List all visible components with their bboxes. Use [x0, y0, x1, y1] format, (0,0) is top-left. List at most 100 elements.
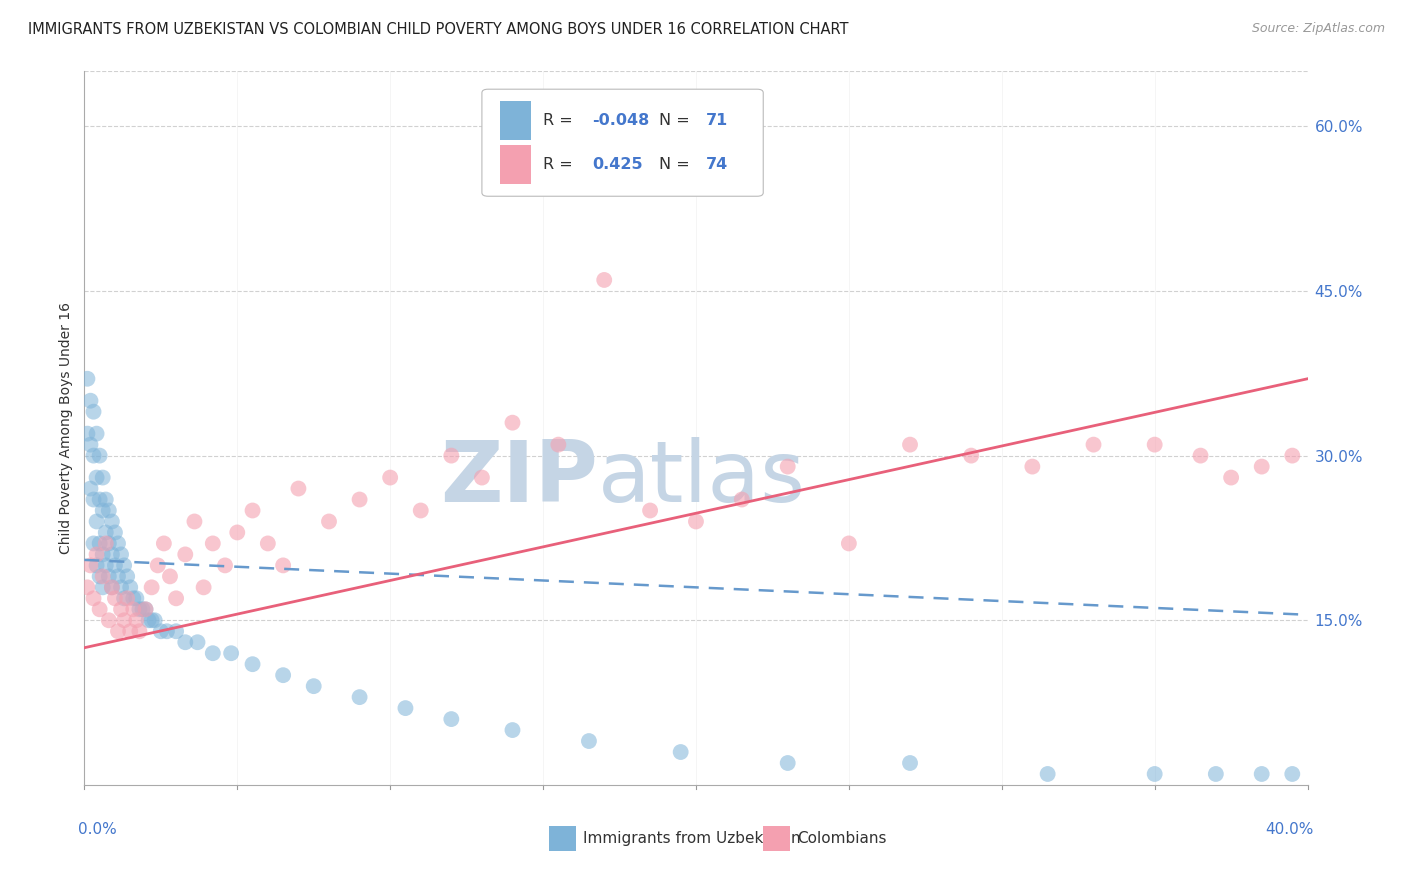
Point — [165, 591, 187, 606]
Text: -0.048: -0.048 — [592, 113, 650, 128]
Point — [110, 580, 132, 594]
Point — [112, 591, 135, 606]
Point — [201, 536, 224, 550]
Point — [1281, 767, 1303, 781]
Text: 0.0%: 0.0% — [79, 822, 117, 837]
Point — [547, 437, 569, 451]
Point — [159, 569, 181, 583]
Point — [1143, 437, 1166, 451]
Point — [302, 679, 325, 693]
Point — [214, 558, 236, 573]
Point — [471, 470, 494, 484]
Point — [141, 613, 163, 627]
Point — [79, 558, 101, 573]
Point — [165, 624, 187, 639]
Point — [110, 548, 132, 562]
Point — [112, 558, 135, 573]
Point — [1250, 459, 1272, 474]
Text: ZIP: ZIP — [440, 436, 598, 520]
Point — [101, 515, 124, 529]
Point — [201, 646, 224, 660]
Point — [104, 591, 127, 606]
Point — [89, 569, 111, 583]
Point — [394, 701, 416, 715]
Text: 74: 74 — [706, 157, 728, 172]
Point — [669, 745, 692, 759]
Point — [89, 492, 111, 507]
Point — [143, 613, 166, 627]
Point — [86, 426, 108, 441]
Text: atlas: atlas — [598, 436, 806, 520]
Text: Colombians: Colombians — [797, 831, 887, 846]
Point — [135, 602, 157, 616]
Point — [318, 515, 340, 529]
Point — [193, 580, 215, 594]
Point — [731, 492, 754, 507]
Point — [91, 548, 114, 562]
Point — [153, 536, 176, 550]
Point — [86, 558, 108, 573]
Point — [838, 536, 860, 550]
Point — [115, 569, 138, 583]
Point — [156, 624, 179, 639]
Text: R =: R = — [543, 113, 578, 128]
Point — [91, 580, 114, 594]
Point — [1036, 767, 1059, 781]
Point — [86, 548, 108, 562]
Point — [83, 405, 105, 419]
Point — [94, 558, 117, 573]
Point — [112, 613, 135, 627]
Point — [502, 723, 524, 737]
Point — [898, 437, 921, 451]
Point — [287, 482, 309, 496]
Point — [271, 668, 294, 682]
Point — [146, 558, 169, 573]
Point — [120, 624, 142, 639]
Point — [409, 503, 432, 517]
Point — [141, 580, 163, 594]
Point — [125, 591, 148, 606]
Point — [1220, 470, 1243, 484]
Point — [76, 426, 98, 441]
Point — [638, 503, 661, 517]
Text: 71: 71 — [706, 113, 728, 128]
Point — [1250, 767, 1272, 781]
Point — [502, 416, 524, 430]
Point — [120, 580, 142, 594]
Point — [91, 503, 114, 517]
Point — [257, 536, 280, 550]
Point — [97, 613, 120, 627]
Point — [115, 591, 138, 606]
Point — [125, 613, 148, 627]
Point — [1205, 767, 1227, 781]
Point — [960, 449, 983, 463]
Point — [380, 470, 402, 484]
Point — [89, 536, 111, 550]
Point — [1281, 449, 1303, 463]
Point — [104, 525, 127, 540]
Point — [86, 470, 108, 484]
Point — [107, 569, 129, 583]
Point — [186, 635, 208, 649]
Point — [898, 756, 921, 770]
Point — [94, 536, 117, 550]
Point — [349, 690, 371, 705]
Point — [83, 536, 105, 550]
Point — [89, 602, 111, 616]
Point — [131, 602, 153, 616]
Point — [1189, 449, 1212, 463]
Point — [122, 591, 145, 606]
Text: Source: ZipAtlas.com: Source: ZipAtlas.com — [1251, 22, 1385, 36]
Point — [83, 449, 105, 463]
Point — [226, 525, 249, 540]
Point — [104, 558, 127, 573]
Point — [578, 734, 600, 748]
Point — [174, 548, 197, 562]
Text: N =: N = — [659, 157, 695, 172]
Point — [101, 580, 124, 594]
Point — [97, 569, 120, 583]
Text: R =: R = — [543, 157, 578, 172]
Point — [107, 624, 129, 639]
Point — [174, 635, 197, 649]
Text: 0.425: 0.425 — [592, 157, 643, 172]
